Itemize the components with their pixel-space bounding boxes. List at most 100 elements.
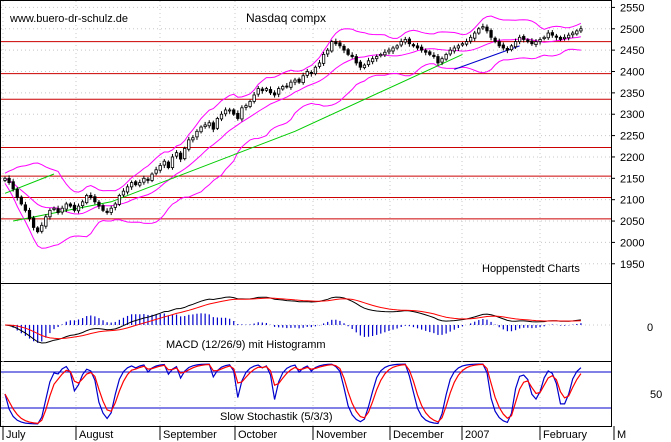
stochastic-label: Slow Stochastik (5/3/3) <box>220 411 333 423</box>
candle-body <box>354 56 358 64</box>
candle-body <box>256 88 260 95</box>
candle-body <box>464 41 469 45</box>
candle-body <box>509 45 514 51</box>
candle-body <box>362 64 367 69</box>
candle-body <box>113 203 117 208</box>
month-label: M <box>617 429 626 441</box>
candle-body <box>571 32 575 36</box>
candle-body <box>44 216 48 227</box>
price-panel-frame <box>0 0 612 284</box>
watermark-box <box>6 10 136 25</box>
candle-body <box>27 209 32 220</box>
candle-body <box>481 26 485 29</box>
stochastic-d-line <box>4 363 582 425</box>
candle-body <box>154 169 158 174</box>
candle-body <box>338 42 342 47</box>
month-label: February <box>543 429 588 441</box>
candle-body <box>285 85 289 88</box>
candle-body <box>473 32 477 39</box>
candle-body <box>215 118 220 129</box>
candle-body <box>395 45 399 49</box>
source-label: Hoppenstedt Charts <box>482 263 580 275</box>
candle-body <box>89 195 93 198</box>
bollinger-bands <box>4 15 582 249</box>
candle-body <box>64 203 68 210</box>
candle-body <box>403 39 407 43</box>
candle-body <box>223 109 228 115</box>
candle-body <box>452 47 456 52</box>
candle-body <box>407 38 411 45</box>
candles <box>3 23 583 234</box>
macd-series <box>1 296 611 344</box>
candle-body <box>134 181 138 186</box>
candle-body <box>166 161 171 169</box>
candle-body <box>80 201 85 207</box>
candle-body <box>211 122 215 130</box>
candle-body <box>469 36 473 42</box>
candle-body <box>567 34 571 39</box>
candle-body <box>142 177 146 183</box>
candle-body <box>260 88 264 92</box>
candle-body <box>97 201 101 207</box>
candle-body <box>129 182 134 188</box>
candle-body <box>48 209 52 218</box>
candle-body <box>334 41 338 45</box>
candle-body <box>546 32 550 39</box>
candle-body <box>330 41 334 52</box>
candle-body <box>19 196 23 205</box>
candle-body <box>297 78 301 83</box>
candle-body <box>558 36 563 40</box>
month-label: September <box>163 429 217 441</box>
candle-body <box>301 75 305 84</box>
candle-body <box>579 28 583 32</box>
candle-body <box>440 58 444 63</box>
candle-body <box>76 205 81 212</box>
candle-body <box>538 39 542 42</box>
candle-body <box>342 45 346 51</box>
candle-body <box>317 62 322 67</box>
candle-body <box>428 51 432 55</box>
candle-body <box>399 41 403 46</box>
candle-body <box>60 207 64 213</box>
macd-panel-frame <box>0 283 612 362</box>
price-tick-label: 2050 <box>620 216 644 228</box>
candle-body <box>170 156 175 169</box>
moving-average <box>4 36 581 215</box>
candle-body <box>264 88 269 91</box>
stochastic-k-line <box>4 363 582 425</box>
price-tick-label: 2100 <box>620 195 644 207</box>
candle-body <box>252 94 256 102</box>
candle-body <box>358 61 362 68</box>
candle-body <box>518 36 522 42</box>
candle-body <box>513 41 518 48</box>
price-tick-label: 2200 <box>620 152 644 164</box>
candle-body <box>305 71 309 76</box>
candle-body <box>162 160 166 166</box>
candle-body <box>534 41 538 45</box>
candle-body <box>346 49 350 55</box>
candle-body <box>456 45 461 49</box>
candle-body <box>448 49 452 55</box>
candle-body <box>268 89 273 94</box>
month-label: December <box>393 429 444 441</box>
month-label: 2007 <box>465 429 489 441</box>
macd-zero-tick: 0 <box>647 322 653 334</box>
candle-body <box>56 208 60 213</box>
watermark: www.buero-dr-schulz.de <box>9 13 128 25</box>
candle-body <box>15 189 19 198</box>
candle-body <box>411 44 416 47</box>
price-tick-label: 2500 <box>620 24 644 36</box>
candle-body <box>72 204 77 211</box>
stochastic-series <box>1 363 611 425</box>
candle-body <box>236 112 240 119</box>
candle-body <box>460 43 465 46</box>
candle-body <box>93 196 97 203</box>
candle-body <box>522 36 526 40</box>
candle-body <box>117 195 121 205</box>
chart-title: Nasdaq compx <box>246 11 326 25</box>
candle-body <box>526 39 530 42</box>
candle-body <box>277 88 281 95</box>
candle-body <box>313 66 318 75</box>
bollinger-upper <box>4 15 582 193</box>
candle-body <box>575 30 579 35</box>
